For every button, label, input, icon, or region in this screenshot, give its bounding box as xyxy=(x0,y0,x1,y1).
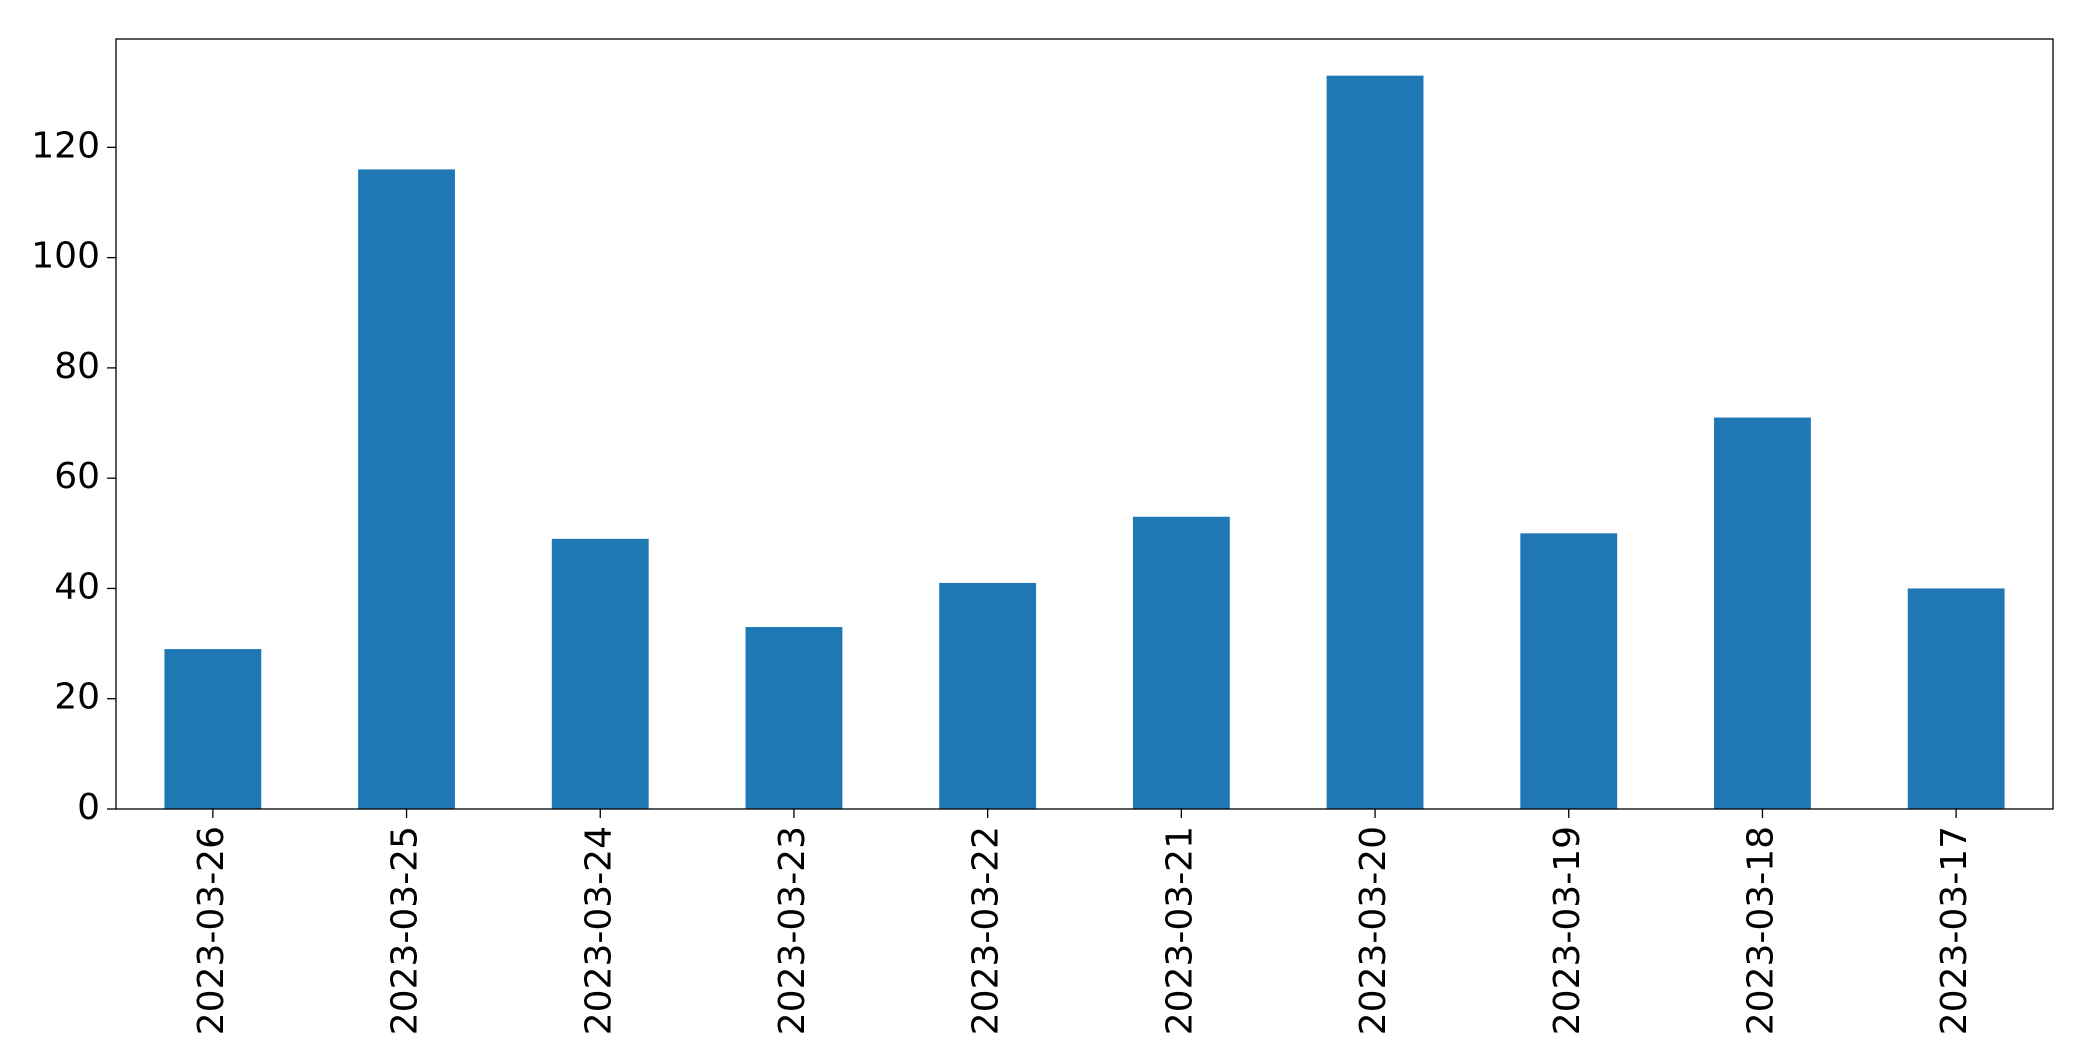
bar xyxy=(551,538,649,809)
bar xyxy=(745,627,843,809)
y-tick-label: 100 xyxy=(31,236,100,277)
x-tick-label: 2023-03-26 xyxy=(191,826,232,1035)
bar xyxy=(164,649,262,809)
bar xyxy=(1907,588,2005,809)
bar xyxy=(939,582,1037,809)
y-tick-label: 0 xyxy=(77,787,100,828)
y-tick-label: 60 xyxy=(54,456,100,497)
bar xyxy=(1326,75,1424,809)
y-tick-label: 120 xyxy=(31,125,100,166)
x-tick-label: 2023-03-17 xyxy=(1934,826,1975,1035)
bar xyxy=(358,169,455,809)
x-tick-label: 2023-03-20 xyxy=(1353,826,1394,1035)
bar xyxy=(1132,516,1230,809)
axes-frame xyxy=(115,38,2054,810)
x-tick-label: 2023-03-22 xyxy=(966,826,1007,1035)
y-tick-label: 40 xyxy=(54,566,100,607)
bar xyxy=(1520,533,1618,809)
x-tick-label: 2023-03-18 xyxy=(1740,826,1781,1035)
x-tick-label: 2023-03-19 xyxy=(1547,826,1588,1035)
x-tick-label: 2023-03-24 xyxy=(578,826,619,1035)
y-tick-label: 20 xyxy=(54,677,100,718)
bar xyxy=(1714,417,1811,809)
x-tick-label: 2023-03-25 xyxy=(385,826,426,1035)
x-tick-label: 2023-03-23 xyxy=(772,826,813,1035)
x-tick-label: 2023-03-21 xyxy=(1159,826,1200,1035)
y-tick-label: 80 xyxy=(54,346,100,387)
